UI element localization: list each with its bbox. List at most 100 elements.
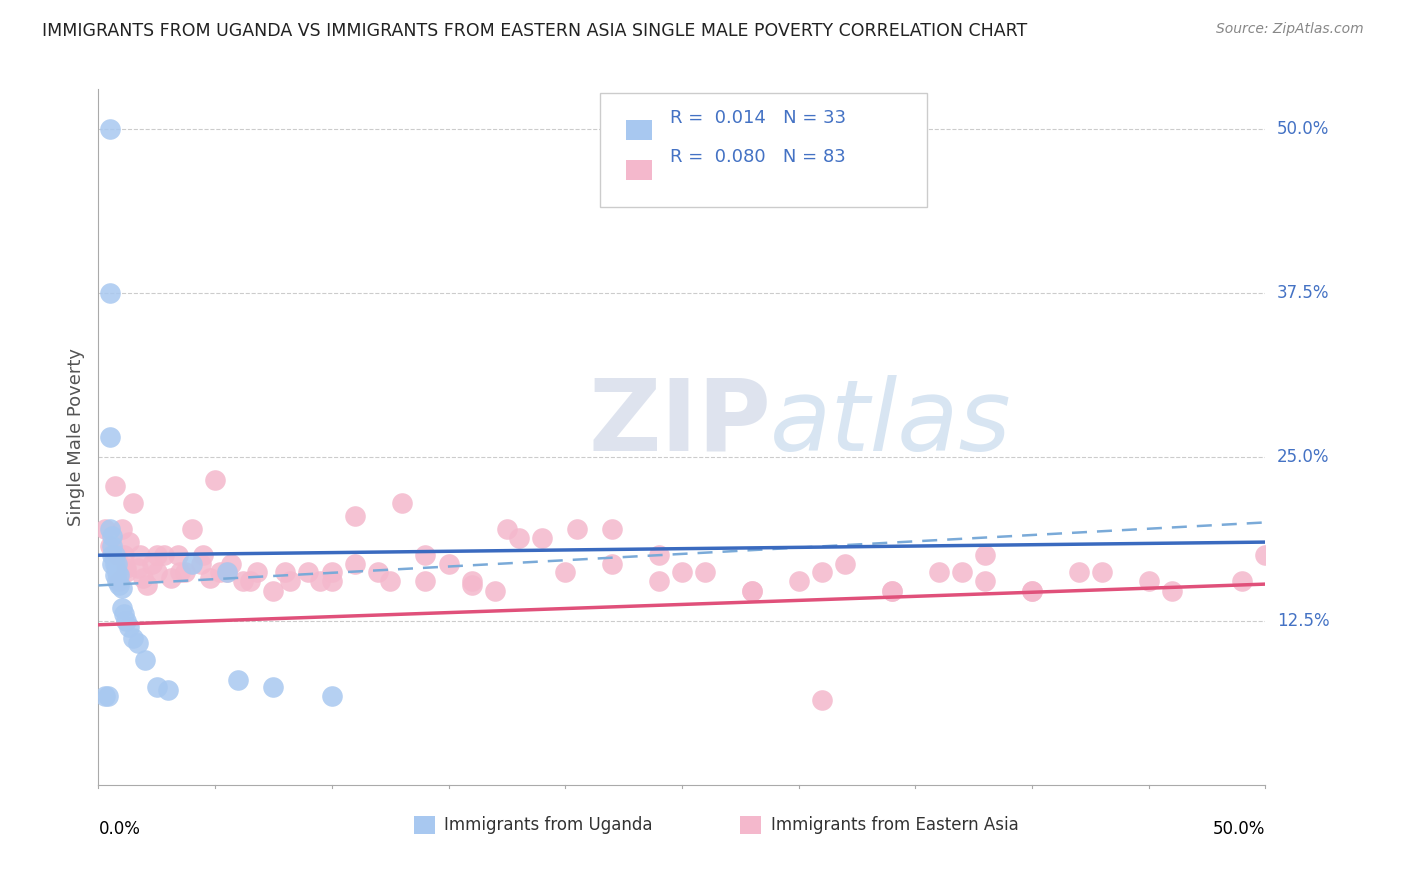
Point: [101, 539, 124, 553]
Point: [741, 583, 763, 598]
Point: [413, 574, 436, 589]
Text: Source: ZipAtlas.com: Source: ZipAtlas.com: [1216, 22, 1364, 37]
Point: [367, 566, 389, 580]
Point: [173, 566, 195, 580]
Point: [118, 535, 141, 549]
Point: [122, 631, 145, 645]
Point: [152, 548, 174, 562]
Point: [104, 558, 127, 572]
Point: [111, 600, 134, 615]
Y-axis label: Single Male Poverty: Single Male Poverty: [66, 348, 84, 526]
Point: [787, 574, 810, 589]
Point: [104, 478, 127, 492]
Point: [344, 558, 367, 572]
FancyBboxPatch shape: [600, 93, 927, 208]
Point: [262, 583, 284, 598]
Point: [496, 522, 519, 536]
Point: [141, 558, 163, 572]
Point: [98, 522, 121, 536]
Text: atlas: atlas: [769, 375, 1011, 472]
Text: 12.5%: 12.5%: [1277, 612, 1330, 630]
Point: [112, 607, 135, 622]
Text: Immigrants from Uganda: Immigrants from Uganda: [444, 815, 652, 834]
Text: IMMIGRANTS FROM UGANDA VS IMMIGRANTS FROM EASTERN ASIA SINGLE MALE POVERTY CORRE: IMMIGRANTS FROM UGANDA VS IMMIGRANTS FRO…: [42, 22, 1028, 40]
Point: [98, 285, 121, 300]
Point: [115, 614, 138, 628]
Point: [321, 566, 343, 580]
Point: [157, 683, 180, 698]
Point: [134, 653, 156, 667]
Point: [105, 574, 128, 589]
Point: [146, 548, 169, 562]
Point: [647, 574, 669, 589]
Point: [104, 568, 127, 582]
Text: 0.0%: 0.0%: [98, 820, 141, 838]
Point: [232, 574, 254, 589]
Point: [880, 583, 903, 598]
FancyBboxPatch shape: [741, 816, 761, 834]
Point: [193, 548, 215, 562]
Point: [166, 548, 188, 562]
Point: [484, 583, 506, 598]
Point: [1161, 583, 1184, 598]
Text: Immigrants from Eastern Asia: Immigrants from Eastern Asia: [770, 815, 1018, 834]
Point: [461, 578, 484, 592]
Point: [180, 558, 202, 572]
Point: [1021, 583, 1043, 598]
Point: [146, 680, 169, 694]
Point: [834, 558, 856, 572]
Text: R =  0.080   N = 83: R = 0.080 N = 83: [671, 148, 846, 166]
Point: [105, 548, 128, 562]
Point: [508, 531, 530, 545]
Point: [437, 558, 460, 572]
Point: [297, 566, 319, 580]
Point: [695, 566, 717, 580]
Point: [215, 566, 238, 580]
Point: [190, 558, 212, 572]
Point: [208, 566, 231, 580]
Point: [108, 568, 131, 582]
Point: [98, 430, 121, 444]
Text: 50.0%: 50.0%: [1213, 820, 1265, 838]
Point: [1230, 574, 1253, 589]
Point: [132, 570, 155, 584]
Point: [565, 522, 588, 536]
Point: [274, 566, 297, 580]
Point: [146, 566, 169, 580]
Point: [111, 581, 134, 595]
Text: 25.0%: 25.0%: [1277, 448, 1330, 466]
Point: [136, 578, 159, 592]
Point: [101, 558, 124, 572]
Point: [115, 561, 138, 575]
Point: [974, 574, 997, 589]
Point: [98, 539, 121, 553]
Point: [309, 574, 332, 589]
Point: [239, 574, 262, 589]
Point: [391, 496, 413, 510]
Point: [105, 558, 128, 572]
Point: [461, 574, 484, 589]
Point: [671, 566, 693, 580]
Point: [108, 574, 131, 589]
Point: [204, 474, 226, 488]
Point: [94, 689, 117, 703]
Point: [741, 583, 763, 598]
Point: [278, 574, 301, 589]
Point: [200, 570, 222, 584]
Point: [554, 566, 576, 580]
FancyBboxPatch shape: [626, 160, 651, 179]
Point: [98, 121, 121, 136]
Point: [105, 566, 128, 580]
FancyBboxPatch shape: [413, 816, 434, 834]
FancyBboxPatch shape: [626, 120, 651, 140]
Point: [321, 574, 343, 589]
Point: [321, 689, 343, 703]
Point: [413, 548, 436, 562]
Point: [111, 522, 134, 536]
Point: [1137, 574, 1160, 589]
Point: [94, 522, 117, 536]
Text: 50.0%: 50.0%: [1277, 120, 1330, 137]
Point: [108, 578, 131, 592]
Point: [118, 620, 141, 634]
Point: [159, 570, 181, 584]
